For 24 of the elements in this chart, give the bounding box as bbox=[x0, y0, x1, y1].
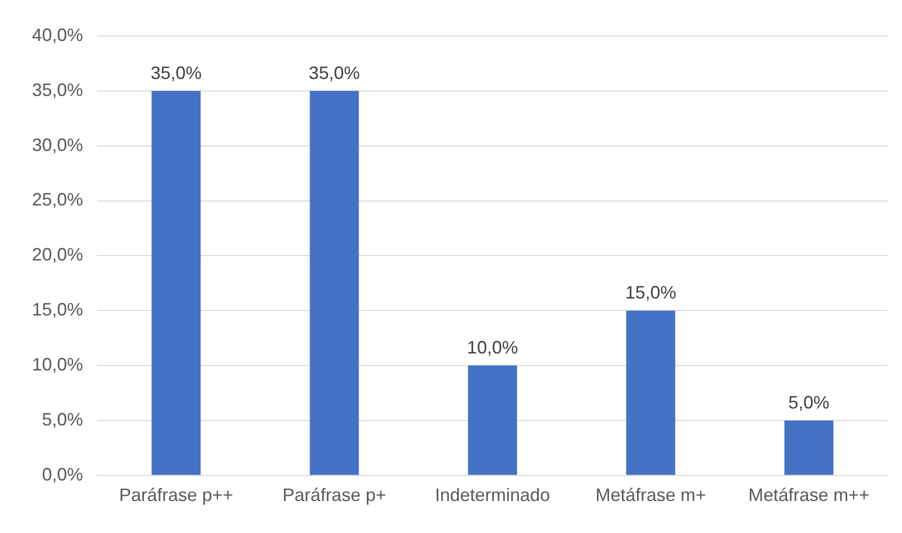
bar bbox=[468, 366, 518, 475]
y-tick-label: 0,0% bbox=[42, 464, 84, 484]
y-tick-label: 30,0% bbox=[32, 134, 84, 155]
x-tick-label: Indeterminado bbox=[434, 485, 550, 506]
data-label: 35,0% bbox=[150, 62, 202, 83]
y-tick-label: 40,0% bbox=[32, 24, 84, 45]
x-tick-label: Paráfrase p++ bbox=[119, 485, 234, 506]
y-tick-label: 15,0% bbox=[32, 300, 84, 320]
x-tick-label: Metáfrase m+ bbox=[595, 485, 706, 506]
bar bbox=[626, 310, 676, 475]
data-label: 15,0% bbox=[625, 282, 676, 303]
y-tick-label: 5,0% bbox=[42, 409, 84, 430]
data-label: 35,0% bbox=[308, 62, 360, 83]
y-tick-label: 10,0% bbox=[32, 354, 84, 375]
x-tick-label: Metáfrase m++ bbox=[748, 485, 870, 506]
y-tick-label: 20,0% bbox=[32, 244, 84, 265]
y-tick-label: 25,0% bbox=[32, 190, 84, 210]
bar bbox=[310, 90, 359, 475]
data-label: 10,0% bbox=[466, 338, 518, 358]
bar bbox=[152, 90, 201, 475]
data-label: 5,0% bbox=[788, 392, 830, 412]
bar bbox=[784, 420, 834, 475]
y-tick-label: 35,0% bbox=[32, 80, 84, 100]
x-tick-label: Paráfrase p+ bbox=[282, 485, 386, 506]
